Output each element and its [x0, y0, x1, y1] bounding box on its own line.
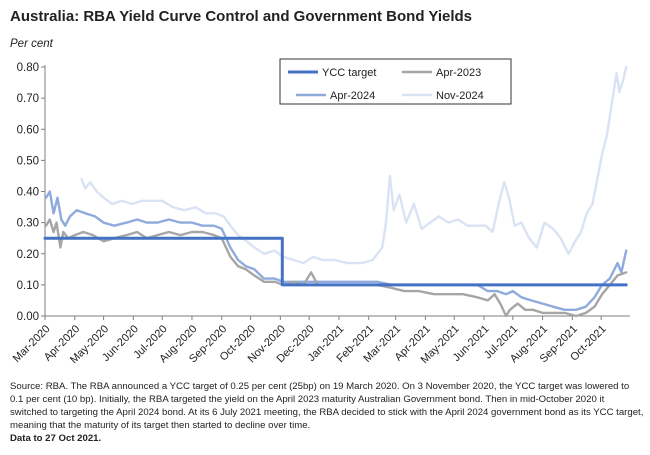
- y-tick-label: 0.50: [17, 155, 39, 167]
- legend: YCC target Apr-2023 Apr-2024 Nov-2024: [279, 58, 512, 105]
- series-lines: [43, 65, 628, 318]
- legend-label: Nov-2024: [436, 90, 484, 102]
- legend-label: Apr-2023: [436, 67, 481, 79]
- series-line-apr-2023: [44, 218, 628, 318]
- source-text: Source: RBA. The RBA announced a YCC tar…: [10, 381, 644, 431]
- chart-title: Australia: RBA Yield Curve Control and G…: [10, 8, 473, 25]
- y-axis-unit-label: Per cent: [10, 38, 53, 50]
- data-date-note: Data to 27 Oct 2021.: [10, 433, 102, 444]
- series-line-apr-2024: [44, 190, 628, 311]
- series-line-ycc-target: [43, 236, 628, 287]
- x-axis: Mar-2020Apr-2020May-2020Jun-2020Jul-2020…: [11, 315, 630, 366]
- source-note: Source: RBA. The RBA announced a YCC tar…: [10, 380, 644, 445]
- y-tick-label: 0.70: [17, 93, 39, 105]
- legend-label: Apr-2024: [330, 90, 375, 102]
- y-tick-label: 0.80: [17, 62, 39, 74]
- y-tick-label: 0.20: [17, 249, 39, 261]
- series-line-nov-2024: [80, 65, 628, 265]
- y-axis: 0.00 0.10 0.20 0.30 0.40 0.50 0.60 0.70 0.80: [17, 62, 46, 323]
- y-tick-label: 0.60: [17, 124, 39, 136]
- line-chart: 0.00 0.10 0.20 0.30 0.40 0.50 0.60 0.70 0.80 Mar…: [11, 58, 630, 366]
- y-tick-label: 0.00: [17, 311, 39, 323]
- legend-box: [279, 58, 512, 105]
- y-tick-label: 0.10: [17, 280, 39, 292]
- y-tick-label: 0.30: [17, 218, 39, 230]
- y-tick-label: 0.40: [17, 187, 39, 199]
- legend-label: YCC target: [322, 67, 376, 79]
